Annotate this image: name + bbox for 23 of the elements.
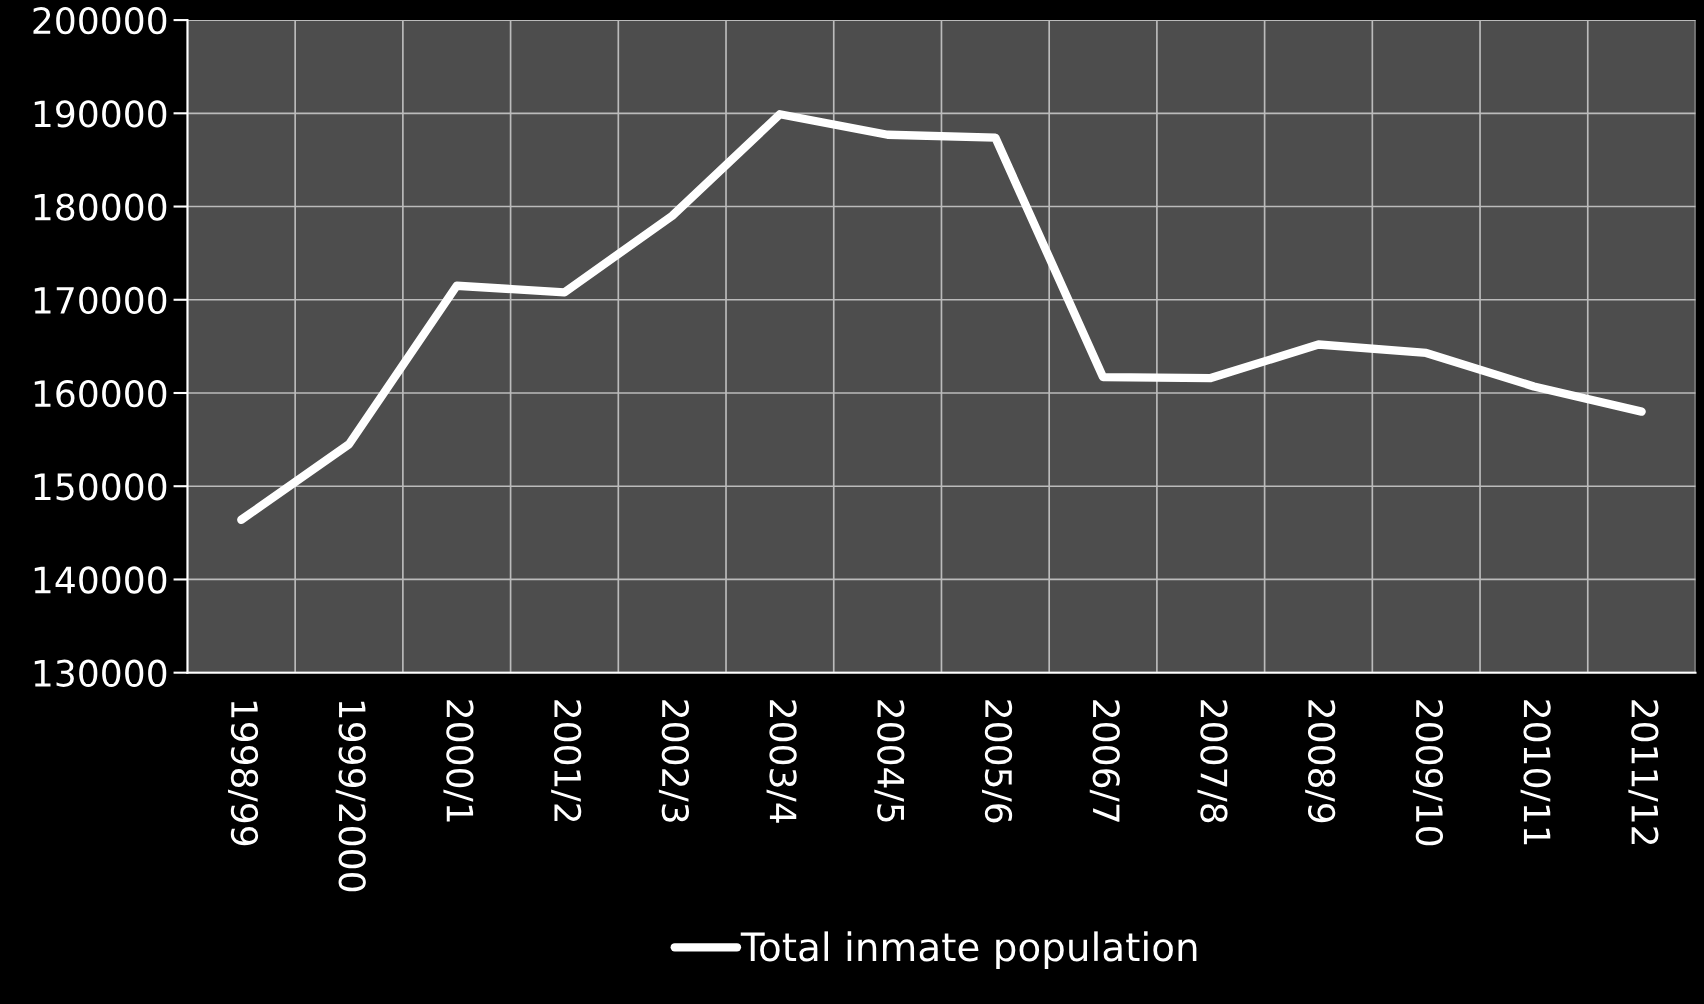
y-tick-label: 170000 <box>34 286 167 314</box>
y-tick-label: 130000 <box>34 659 167 687</box>
y-tick-label: 140000 <box>34 566 167 594</box>
x-tick-label: 2004/5 <box>874 700 905 822</box>
y-tick-label: 150000 <box>34 473 167 501</box>
x-tick-label: 2008/9 <box>1305 700 1336 823</box>
x-tick-label: 2007/8 <box>1197 700 1228 823</box>
y-tick-label: 180000 <box>34 193 167 221</box>
x-tick-label: 2005/6 <box>982 700 1013 823</box>
x-tick-label: 2002/3 <box>658 700 689 822</box>
x-tick-label: 2011/12 <box>1628 700 1659 845</box>
x-tick-label: 2006/7 <box>1089 700 1120 822</box>
y-tick-label: 160000 <box>34 379 167 408</box>
x-tick-label: 1998/99 <box>227 701 259 846</box>
x-tick-label: 2009/10 <box>1412 700 1444 846</box>
x-tick-label: 2000/1 <box>443 700 474 822</box>
x-tick-label: 2010/11 <box>1520 700 1551 845</box>
x-tick-label: 1999/2000 <box>335 701 366 892</box>
x-tick-label: 2003/4 <box>766 700 797 823</box>
y-tick-label: 190000 <box>34 100 167 128</box>
y-tick-label: 200000 <box>33 7 167 35</box>
legend-label: Total inmate population <box>740 931 1197 969</box>
x-tick-label: 2001/2 <box>551 700 582 822</box>
